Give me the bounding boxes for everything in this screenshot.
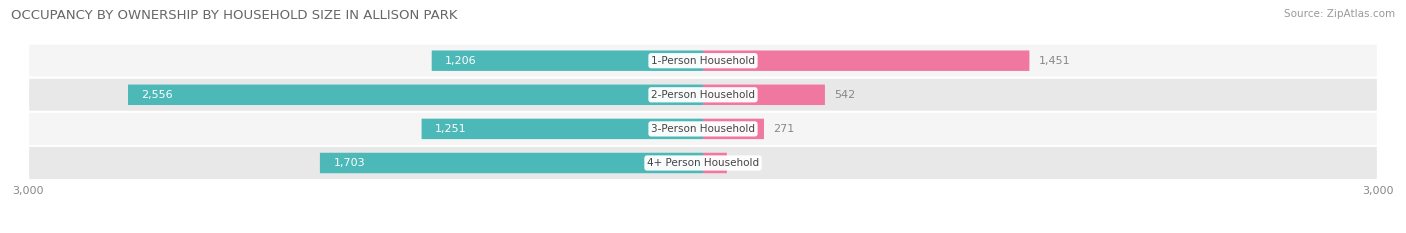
Text: 271: 271 — [773, 124, 794, 134]
Text: 1-Person Household: 1-Person Household — [651, 56, 755, 66]
Text: 1,703: 1,703 — [333, 158, 366, 168]
Text: 3-Person Household: 3-Person Household — [651, 124, 755, 134]
Text: 542: 542 — [834, 90, 855, 100]
FancyBboxPatch shape — [128, 85, 703, 105]
FancyBboxPatch shape — [703, 85, 825, 105]
Text: 1,251: 1,251 — [434, 124, 467, 134]
FancyBboxPatch shape — [703, 153, 727, 173]
FancyBboxPatch shape — [28, 78, 1378, 112]
FancyBboxPatch shape — [28, 112, 1378, 146]
FancyBboxPatch shape — [703, 119, 763, 139]
FancyBboxPatch shape — [28, 44, 1378, 78]
Text: 1,451: 1,451 — [1039, 56, 1070, 66]
Text: 2,556: 2,556 — [142, 90, 173, 100]
FancyBboxPatch shape — [28, 146, 1378, 180]
Text: 1,206: 1,206 — [446, 56, 477, 66]
Text: Source: ZipAtlas.com: Source: ZipAtlas.com — [1284, 9, 1395, 19]
FancyBboxPatch shape — [432, 51, 703, 71]
FancyBboxPatch shape — [422, 119, 703, 139]
Text: 106: 106 — [735, 158, 756, 168]
FancyBboxPatch shape — [703, 51, 1029, 71]
Text: OCCUPANCY BY OWNERSHIP BY HOUSEHOLD SIZE IN ALLISON PARK: OCCUPANCY BY OWNERSHIP BY HOUSEHOLD SIZE… — [11, 9, 458, 22]
Text: 2-Person Household: 2-Person Household — [651, 90, 755, 100]
Text: 4+ Person Household: 4+ Person Household — [647, 158, 759, 168]
FancyBboxPatch shape — [321, 153, 703, 173]
